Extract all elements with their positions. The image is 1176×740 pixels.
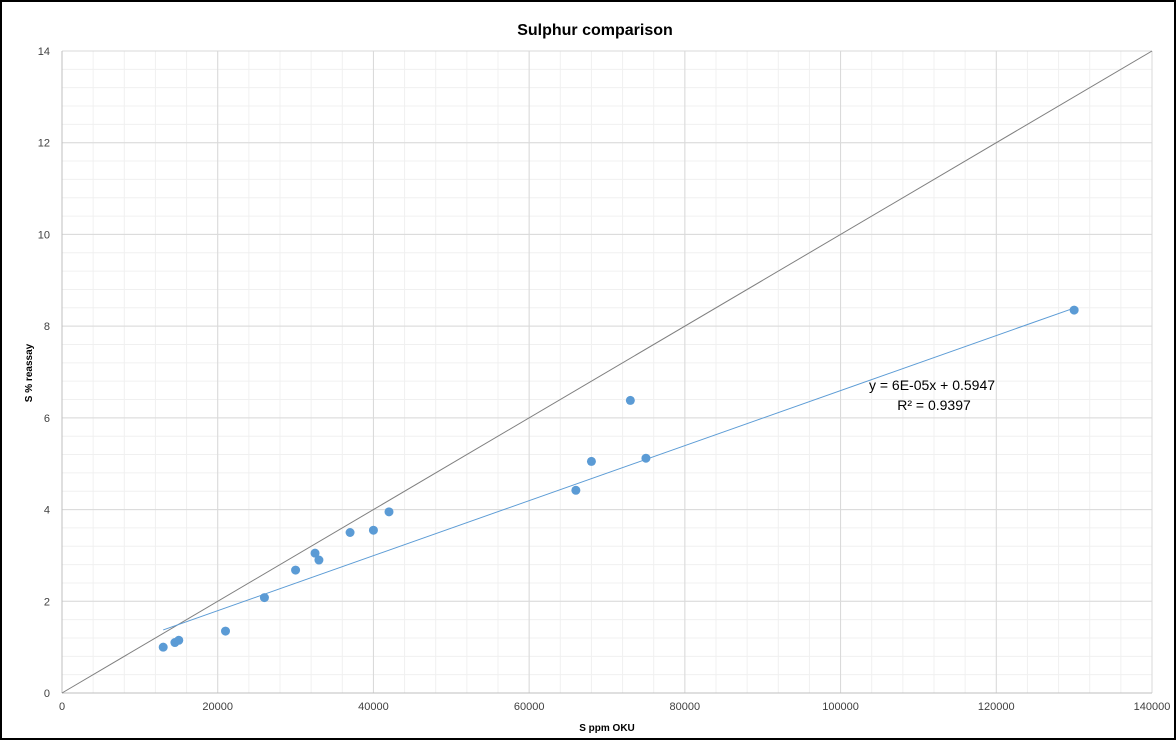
- data-point: [1069, 305, 1079, 315]
- y-tick-label: 8: [44, 321, 50, 333]
- reference-line-group: [61, 50, 1153, 694]
- data-point: [221, 626, 230, 636]
- data-point: [345, 528, 355, 537]
- x-tick-label: 60000: [514, 701, 545, 713]
- y-tick-label: 6: [44, 413, 50, 425]
- x-tick-label: 0: [59, 701, 65, 713]
- x-tick-label: 100000: [822, 701, 859, 713]
- data-point: [291, 565, 301, 575]
- x-axis-title: S ppm OKU: [579, 723, 635, 734]
- data-points: [158, 305, 1079, 652]
- data-point: [314, 555, 324, 565]
- data-point: [586, 456, 596, 466]
- chart-title: Sulphur comparison: [517, 22, 673, 39]
- y-tick-label: 4: [44, 505, 50, 517]
- x-tick-label: 140000: [1134, 701, 1171, 713]
- y-tick-label: 10: [38, 229, 50, 241]
- reference-line: [61, 50, 1153, 694]
- x-tick-label: 120000: [978, 701, 1015, 713]
- y-tick-label: 12: [38, 138, 50, 150]
- data-point: [625, 395, 635, 405]
- y-tick-label: 2: [44, 596, 50, 608]
- x-tick-label: 20000: [202, 701, 233, 713]
- data-point: [571, 485, 581, 495]
- data-point: [384, 507, 394, 517]
- y-tick-label: 0: [44, 688, 50, 700]
- data-point: [259, 593, 269, 603]
- data-point: [641, 453, 651, 463]
- trendline-group: [163, 307, 1075, 631]
- data-point: [368, 525, 378, 535]
- y-tick-labels: 0 2 4 6 8 10 12 14: [38, 46, 50, 700]
- x-tick-labels: 0 20000 40000 60000 80000 100000 120000 140000: [59, 701, 1170, 713]
- trendline: [163, 307, 1075, 631]
- y-tick-label: 14: [38, 46, 50, 58]
- data-point: [174, 635, 184, 645]
- x-tick-label: 40000: [358, 701, 389, 713]
- data-point: [158, 642, 168, 652]
- trendline-r-squared: R² = 0.9397: [897, 397, 971, 413]
- x-tick-label: 80000: [670, 701, 701, 713]
- axes: [61, 51, 1152, 694]
- trendline-equation: y = 6E-05x + 0.5947: [869, 377, 995, 393]
- data-point: [310, 548, 320, 558]
- y-axis-title: S % reassay: [24, 343, 35, 402]
